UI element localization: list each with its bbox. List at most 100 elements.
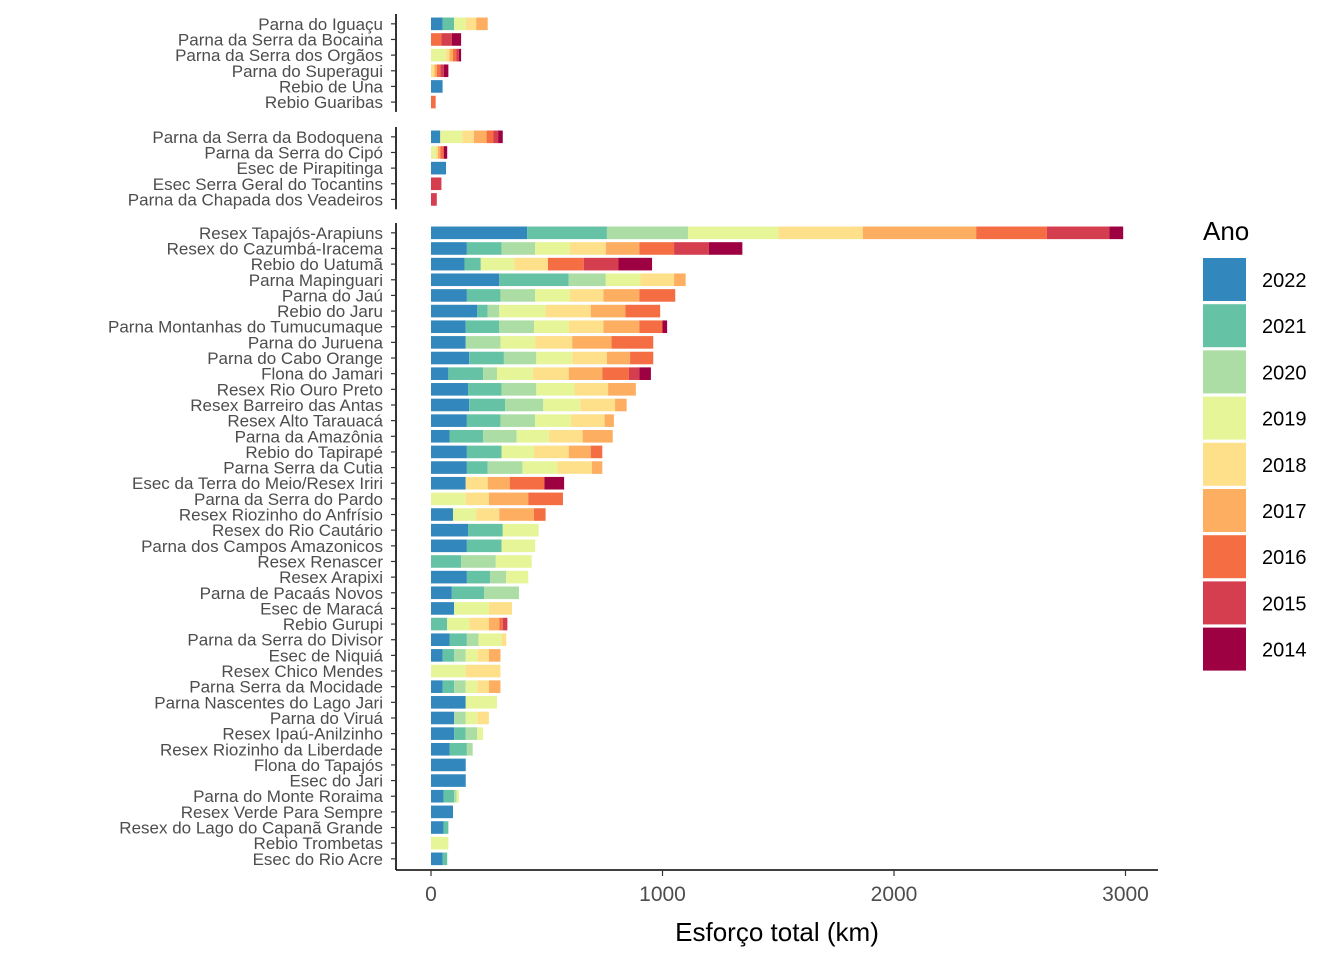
bar-segment-2014 — [1109, 226, 1124, 240]
bar-segment-2021 — [469, 398, 506, 412]
bar-segment-2022 — [431, 383, 469, 396]
bar-segment-2016 — [431, 95, 436, 109]
bar-segment-2021 — [442, 649, 455, 662]
bar-segment-2014 — [498, 130, 503, 144]
bar-segment-2022 — [431, 367, 449, 380]
bar-segment-2022 — [431, 727, 455, 740]
bar-segment-2021 — [443, 821, 449, 834]
bar-segment-2018 — [514, 257, 548, 271]
y-tick-label: Rebio do Uatumã — [251, 255, 384, 274]
bar-segment-2020 — [568, 273, 606, 287]
bar-segment-2018 — [465, 664, 501, 678]
bar-segment-2019 — [465, 649, 478, 662]
bar-segment-2016 — [639, 289, 676, 302]
y-tick-label: Parna da Serra da Bodoquena — [152, 128, 383, 147]
bar-segment-2020 — [454, 680, 466, 693]
bar-segment-2014 — [662, 320, 668, 334]
bar-segment-2022 — [431, 586, 452, 600]
bar-segment-2021 — [466, 570, 491, 584]
y-tick-label: Parna da Serra dos Orgãos — [175, 46, 383, 65]
bar-segment-2019 — [499, 304, 546, 318]
bar-segment-2016 — [611, 336, 654, 349]
y-tick-label: Rebio de Una — [279, 77, 384, 96]
bar-segment-2022 — [431, 304, 478, 318]
y-tick-label: Esec de Niquiá — [269, 646, 384, 665]
bar-segment-2016 — [639, 320, 663, 334]
bar-segment-2021 — [477, 304, 488, 318]
y-tick-label: Esec da Terra do Meio/Resex Iriri — [132, 474, 383, 493]
bar-segment-2021 — [451, 586, 485, 600]
bar-segment-2021 — [464, 257, 481, 271]
bar-segment-2020 — [466, 633, 479, 647]
legend: Ano 2022 2021 2020 2019 2018 2017 2016 2015 2014 — [1203, 216, 1307, 671]
bar-segment-2021 — [442, 680, 455, 693]
y-tick-label: Esec Serra Geral do Tocantins — [153, 175, 383, 194]
bar-segment-2019 — [431, 146, 436, 159]
x-tick-label: 2000 — [871, 883, 918, 906]
y-tick-label: Esec do Jari — [289, 772, 383, 791]
bar-segment-2022 — [431, 602, 455, 615]
bar-segment-2019 — [431, 664, 466, 678]
y-tick-label: Parna da Chapada dos Veadeiros — [128, 190, 383, 209]
bar-segment-2019 — [440, 130, 463, 144]
bar-segment-2017 — [605, 242, 640, 255]
bar-segment-2018 — [501, 633, 507, 647]
y-tick-label: Parna Serra da Cutia — [223, 459, 383, 478]
bar-segment-2019 — [535, 242, 570, 255]
bar-segment-2014 — [618, 257, 653, 271]
bar-segment-2021 — [468, 383, 502, 396]
bar-segment-2018 — [532, 367, 569, 380]
bar-segment-2016 — [625, 304, 661, 318]
y-tick-label: Resex Arapixi — [279, 568, 383, 587]
bar-segment-2020 — [500, 414, 536, 427]
bar-segment-2016 — [639, 242, 675, 255]
bar-segment-2019 — [465, 711, 478, 725]
y-tick-label: Resex do Rio Cautário — [212, 521, 383, 540]
bar-segment-2015 — [502, 617, 508, 631]
y-tick-label: Resex Riozinho do Anfrísio — [179, 506, 383, 525]
bar-segment-2015 — [441, 33, 452, 46]
bar-segment-2022 — [431, 461, 467, 474]
bar-segment-2020 — [487, 461, 523, 474]
bar-segment-2017 — [487, 476, 510, 490]
bar-segment-2015 — [456, 48, 459, 62]
y-tick-label: Resex Renascer — [257, 552, 383, 571]
y-tick-label: Resex Verde Para Sempre — [181, 803, 383, 822]
bar-segment-2014 — [451, 33, 462, 46]
bar-segment-2022 — [431, 805, 453, 819]
bar-segment-2022 — [431, 711, 455, 725]
y-tick-label: Flona do Tapajós — [254, 756, 383, 775]
bar-segment-2017 — [568, 445, 591, 459]
bar-segment-2021 — [443, 789, 455, 803]
bar-segment-2019 — [501, 539, 536, 553]
y-tick-label: Parna do Juruena — [248, 333, 384, 352]
bar-segment-2018 — [465, 17, 477, 31]
bar-segment-2017 — [568, 367, 603, 380]
bar-segment-2022 — [431, 539, 467, 553]
bar-segment-2017 — [591, 461, 603, 474]
bar-segment-2022 — [431, 351, 470, 365]
bar-segment-2018 — [549, 429, 583, 443]
legend-label-2014: 2014 — [1262, 640, 1307, 662]
bar-segment-2016 — [602, 367, 629, 380]
bar-segment-2019 — [447, 617, 470, 631]
bar-segment-2022 — [431, 742, 450, 756]
x-tick-label: 1000 — [639, 883, 686, 906]
bar-segment-2020 — [484, 586, 519, 600]
bar-segment-2014 — [708, 242, 743, 255]
bar-segment-2022 — [431, 320, 466, 334]
bar-segment-2018 — [580, 398, 616, 412]
bar-segment-2021 — [465, 320, 500, 334]
bar-segment-2021 — [449, 742, 467, 756]
bar-segment-2022 — [431, 758, 466, 772]
bar-segment-2022 — [431, 508, 453, 521]
bar-segment-2021 — [499, 273, 569, 287]
y-tick-label: Resex Alto Tarauacá — [227, 412, 383, 431]
bar-segment-2017 — [488, 617, 500, 631]
bar-segment-2020 — [454, 711, 466, 725]
bar-segment-2018 — [446, 48, 450, 62]
bar-segment-2014 — [639, 367, 651, 380]
bar-segment-2021 — [442, 852, 448, 866]
